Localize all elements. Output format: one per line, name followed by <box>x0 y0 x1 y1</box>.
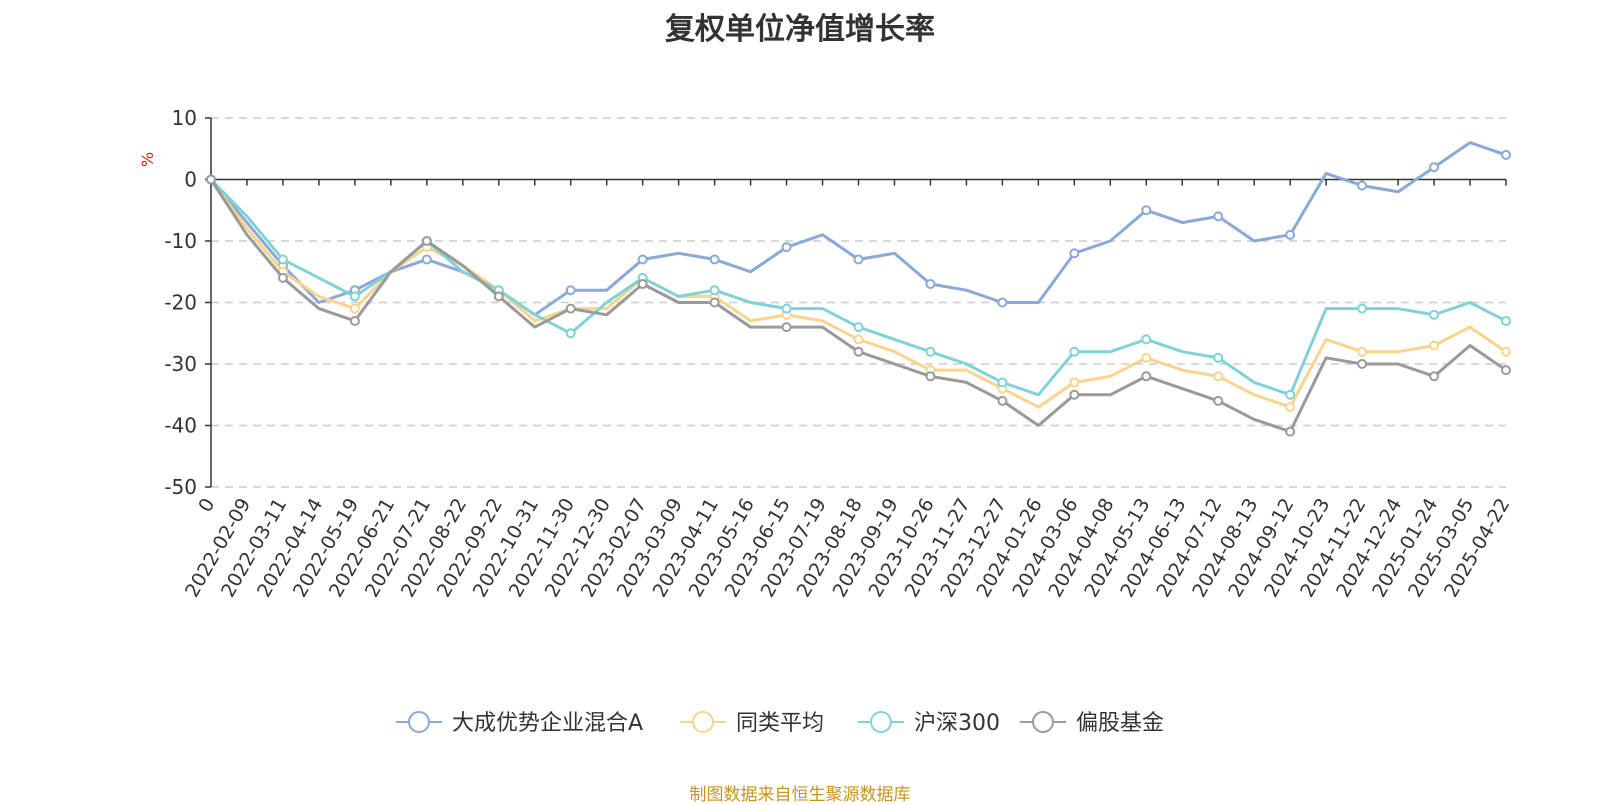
x-tick-label: 0 <box>194 495 219 516</box>
series-line <box>209 141 1507 317</box>
series-point <box>277 272 288 283</box>
series-point <box>565 303 576 314</box>
series-point <box>853 322 864 333</box>
y-tick-label: -10 <box>164 229 197 253</box>
series-point <box>1357 180 1368 191</box>
series-point <box>206 174 216 185</box>
series-point <box>1141 371 1152 382</box>
series-point <box>1285 402 1296 413</box>
series-point <box>1141 334 1152 345</box>
series-point <box>1069 389 1080 400</box>
y-tick-label: 10 <box>172 106 197 130</box>
series-point <box>925 371 936 382</box>
series-point <box>997 395 1008 406</box>
series-line <box>209 178 1507 409</box>
y-tick-label: -30 <box>164 352 197 376</box>
series-point <box>781 322 792 333</box>
series-point <box>709 297 720 308</box>
series-point <box>781 303 792 314</box>
series-point <box>1357 303 1368 314</box>
legend-marker <box>1032 711 1054 733</box>
series-point <box>1141 205 1152 216</box>
y-tick-label: -40 <box>164 414 197 438</box>
y-tick-label: 0 <box>184 168 197 192</box>
series-line <box>209 178 1507 434</box>
series-point <box>565 328 576 339</box>
series-point <box>853 254 864 265</box>
series-point <box>637 254 648 265</box>
legend-marker <box>870 711 892 733</box>
series-point <box>349 315 360 326</box>
legend-marker <box>408 711 430 733</box>
legend-label: 偏股基金 <box>1076 711 1164 736</box>
y-tick-label: -50 <box>164 475 197 499</box>
series-point <box>1429 371 1440 382</box>
series-point <box>1357 346 1368 357</box>
series-point <box>781 242 792 253</box>
legend-marker <box>692 711 714 733</box>
series-line <box>209 178 1507 397</box>
legend-label: 同类平均 <box>736 711 824 736</box>
series-point <box>1501 315 1511 326</box>
y-tick-label: -20 <box>164 291 197 315</box>
series-point <box>1285 229 1296 240</box>
series-point <box>1213 371 1224 382</box>
series-point <box>349 291 360 302</box>
series-point <box>493 291 504 302</box>
series-point <box>1285 426 1296 437</box>
legend-label: 大成优势企业混合A <box>452 711 643 736</box>
series-point <box>1213 395 1224 406</box>
series-point <box>1141 352 1152 363</box>
series-point <box>925 279 936 290</box>
series-point <box>1501 365 1511 376</box>
series-point <box>1069 346 1080 357</box>
series-point <box>1213 211 1224 222</box>
series-point <box>1285 389 1296 400</box>
series-point <box>853 346 864 357</box>
legend-label: 沪深300 <box>914 711 1000 736</box>
series-point <box>1429 309 1440 320</box>
series-point <box>277 254 288 265</box>
series-point <box>1069 248 1080 259</box>
series-point <box>709 254 720 265</box>
series-point <box>997 297 1008 308</box>
series-point <box>1357 359 1368 369</box>
data-source-note: 制图数据来自恒生聚源数据库 <box>689 785 911 805</box>
series-point <box>925 346 936 357</box>
series-point <box>421 236 432 246</box>
series-point <box>1429 340 1440 351</box>
series-point <box>997 377 1008 388</box>
series-point <box>349 303 360 314</box>
series-point <box>565 285 576 296</box>
series-point <box>709 285 720 296</box>
series-point <box>1213 352 1224 363</box>
series-point <box>853 334 864 345</box>
series-point <box>637 279 648 290</box>
series-point <box>1501 149 1511 160</box>
series-point <box>1069 377 1080 388</box>
chart-title: 复权单位净值增长率 <box>665 12 935 47</box>
series-point <box>421 254 432 265</box>
series-point <box>1429 162 1440 173</box>
series-point <box>1501 346 1511 357</box>
